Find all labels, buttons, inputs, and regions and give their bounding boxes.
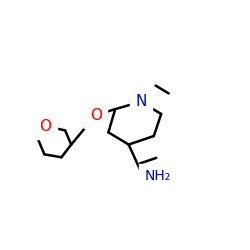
Text: O: O	[90, 108, 102, 123]
Text: NH₂: NH₂	[145, 169, 171, 183]
Text: N: N	[135, 94, 146, 109]
Text: O: O	[40, 119, 52, 134]
